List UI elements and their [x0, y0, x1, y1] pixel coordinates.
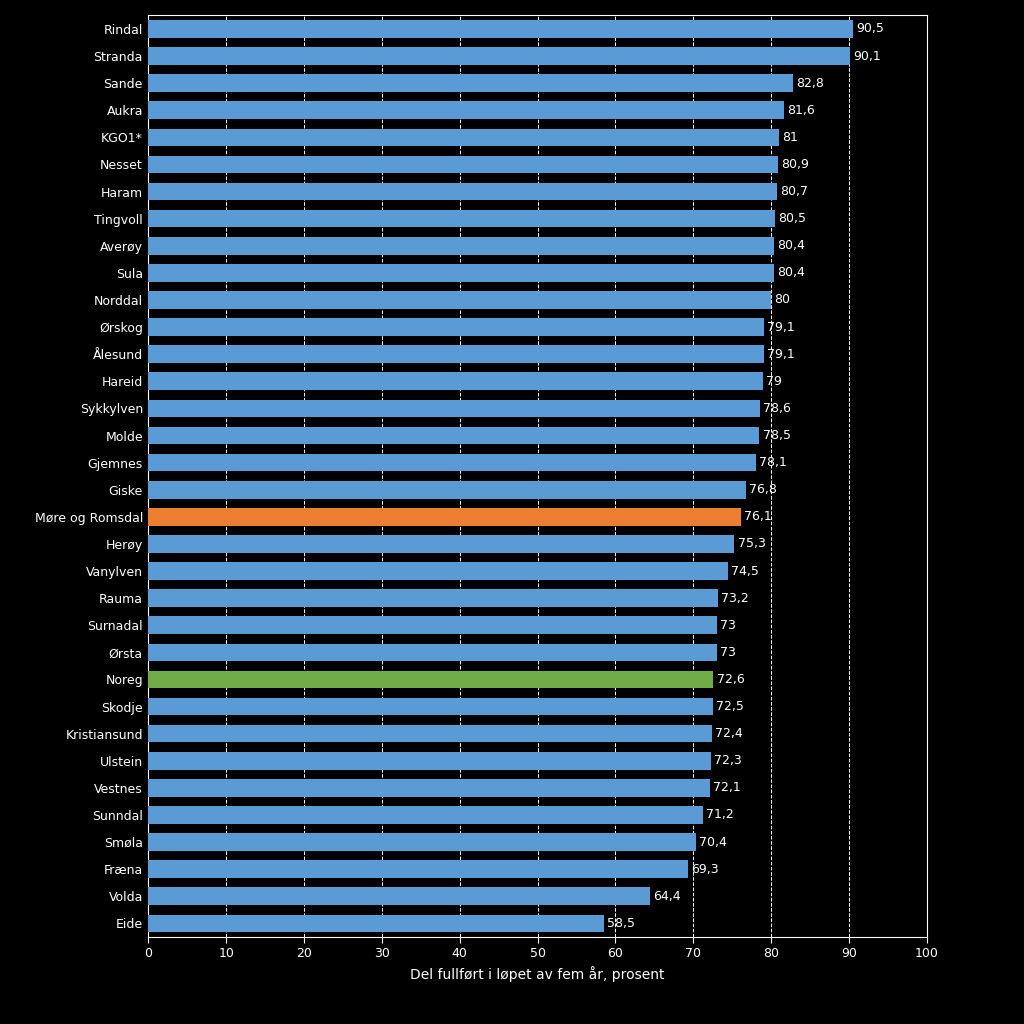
Bar	[148, 616, 717, 634]
Bar	[148, 590, 718, 607]
Bar	[148, 888, 649, 905]
Text: 73: 73	[720, 646, 735, 658]
Bar	[148, 454, 757, 471]
Text: 58,5: 58,5	[607, 916, 635, 930]
Text: 90,1: 90,1	[853, 49, 881, 62]
Bar	[148, 860, 688, 878]
Bar	[148, 264, 774, 282]
Text: 64,4: 64,4	[652, 890, 680, 903]
Text: 70,4: 70,4	[699, 836, 727, 849]
Text: 75,3: 75,3	[737, 538, 766, 551]
Text: 72,3: 72,3	[715, 755, 742, 767]
Bar	[148, 399, 760, 417]
Text: 73: 73	[720, 618, 735, 632]
Bar	[148, 20, 853, 38]
Text: 72,5: 72,5	[716, 700, 743, 713]
Bar	[148, 643, 717, 662]
Text: 80,4: 80,4	[777, 266, 805, 280]
Bar	[148, 725, 712, 742]
Bar	[148, 914, 604, 932]
Text: 78,6: 78,6	[763, 401, 792, 415]
Bar	[148, 318, 764, 336]
Text: 81: 81	[782, 131, 798, 143]
Bar	[148, 75, 793, 92]
Bar	[148, 806, 702, 823]
Text: 76,1: 76,1	[743, 510, 771, 523]
Text: 82,8: 82,8	[796, 77, 824, 90]
X-axis label: Del fullført i løpet av fem år, prosent: Del fullført i løpet av fem år, prosent	[411, 966, 665, 982]
Bar	[148, 182, 776, 201]
Bar	[148, 779, 710, 797]
Bar	[148, 427, 760, 444]
Text: 78,5: 78,5	[763, 429, 791, 442]
Bar	[148, 834, 696, 851]
Text: 79,1: 79,1	[767, 321, 795, 334]
Text: 79,1: 79,1	[767, 348, 795, 360]
Bar	[148, 481, 746, 499]
Text: 72,1: 72,1	[713, 781, 740, 795]
Bar	[148, 697, 713, 716]
Text: 80,5: 80,5	[778, 212, 806, 225]
Text: 69,3: 69,3	[691, 862, 719, 876]
Bar	[148, 752, 711, 770]
Text: 80,7: 80,7	[779, 185, 808, 198]
Text: 80,9: 80,9	[781, 158, 809, 171]
Text: 90,5: 90,5	[856, 23, 884, 36]
Bar	[148, 373, 763, 390]
Bar	[148, 562, 728, 580]
Bar	[148, 129, 779, 146]
Bar	[148, 156, 778, 173]
Text: 72,4: 72,4	[715, 727, 742, 740]
Text: 81,6: 81,6	[786, 103, 814, 117]
Bar	[148, 237, 774, 255]
Text: 78,1: 78,1	[760, 456, 787, 469]
Bar	[148, 291, 771, 309]
Bar	[148, 210, 775, 227]
Bar	[148, 508, 740, 525]
Text: 72,6: 72,6	[717, 673, 744, 686]
Text: 76,8: 76,8	[750, 483, 777, 497]
Text: 71,2: 71,2	[706, 809, 733, 821]
Text: 79: 79	[766, 375, 782, 388]
Bar	[148, 536, 734, 553]
Text: 80: 80	[774, 294, 791, 306]
Bar	[148, 671, 714, 688]
Text: 73,2: 73,2	[721, 592, 749, 604]
Bar	[148, 47, 850, 65]
Text: 80,4: 80,4	[777, 240, 805, 252]
Bar	[148, 345, 764, 362]
Bar	[148, 101, 783, 119]
Text: 74,5: 74,5	[731, 564, 759, 578]
